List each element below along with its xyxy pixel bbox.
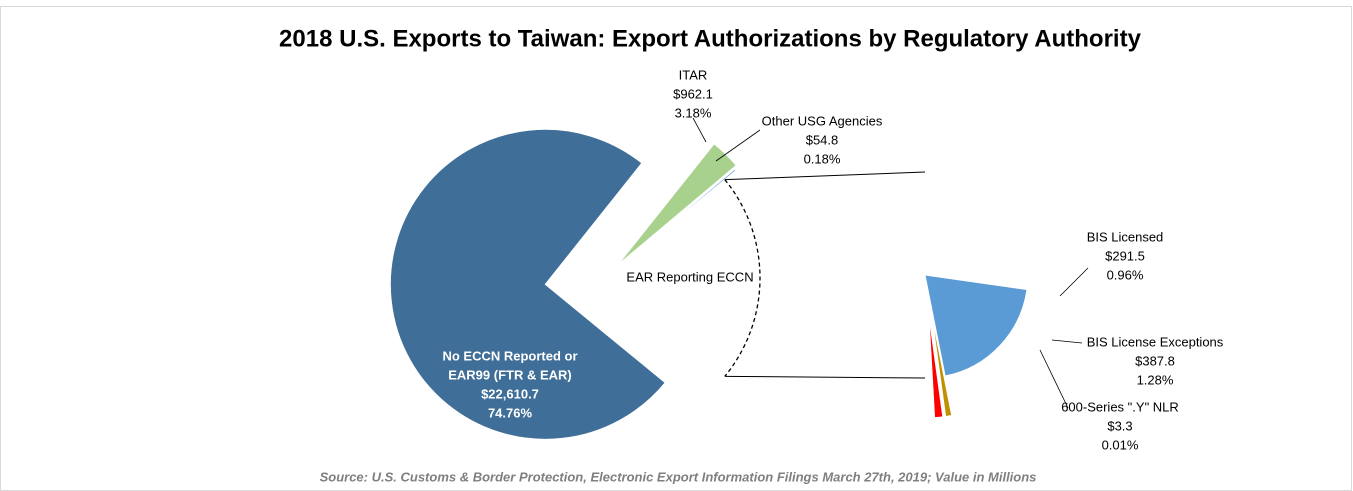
connector-line [724,171,926,181]
connector-line [724,375,926,379]
amount-label: $291.5 [1105,248,1145,263]
leader-line [715,129,761,162]
bridge-label: EAR Reporting ECCN [626,269,753,284]
percent-label: 0.01% [1102,437,1139,452]
amount-label: $3.3 [1107,418,1132,433]
leader-line [1039,349,1069,409]
amount-label: $54.8 [806,132,839,147]
source-note: Source: U.S. Customs & Border Protection… [320,469,1037,484]
amount-label: $5,932.6 [903,230,954,245]
slice-label: No ECCN Reported or [442,348,577,363]
slice-label: EAR99 (FTR & EAR) [448,367,572,382]
slice-label: NLR Reporting ECCN [865,211,991,226]
pie-slice [931,314,953,418]
leader-line [692,117,707,143]
pie-slice [924,274,1028,377]
percent-label: 0.18% [804,151,841,166]
bridge-outline [724,179,761,377]
chart-title: 2018 U.S. Exports to Taiwan: Export Auth… [279,25,1142,52]
percent-label: 19.62% [906,249,951,264]
slice-label: BIS License Exceptions [1087,334,1224,349]
amount-label: $387.8 [1135,353,1175,368]
percent-label: 0.96% [1107,267,1144,282]
pie-slice [928,314,944,419]
chart-frame [0,6,1352,491]
slice-label: BIS Licensed [1087,229,1164,244]
pie-slice [615,168,737,270]
percent-label: 1.28% [1137,372,1174,387]
leader-line [1059,267,1089,297]
slice-label: 600-Series ".Y" NLR [1061,399,1179,414]
percent-label: 3.18% [675,105,712,120]
pie-slice [926,314,934,419]
amount-label: $22,610.7 [481,386,539,401]
pie-slice [389,128,666,440]
percent-label: 74.76% [488,405,533,420]
slice-label: Other USG Agencies [762,113,883,128]
amount-label: $962.1 [673,86,713,101]
leader-line [1051,339,1083,344]
slice-label: ITAR [679,67,708,82]
